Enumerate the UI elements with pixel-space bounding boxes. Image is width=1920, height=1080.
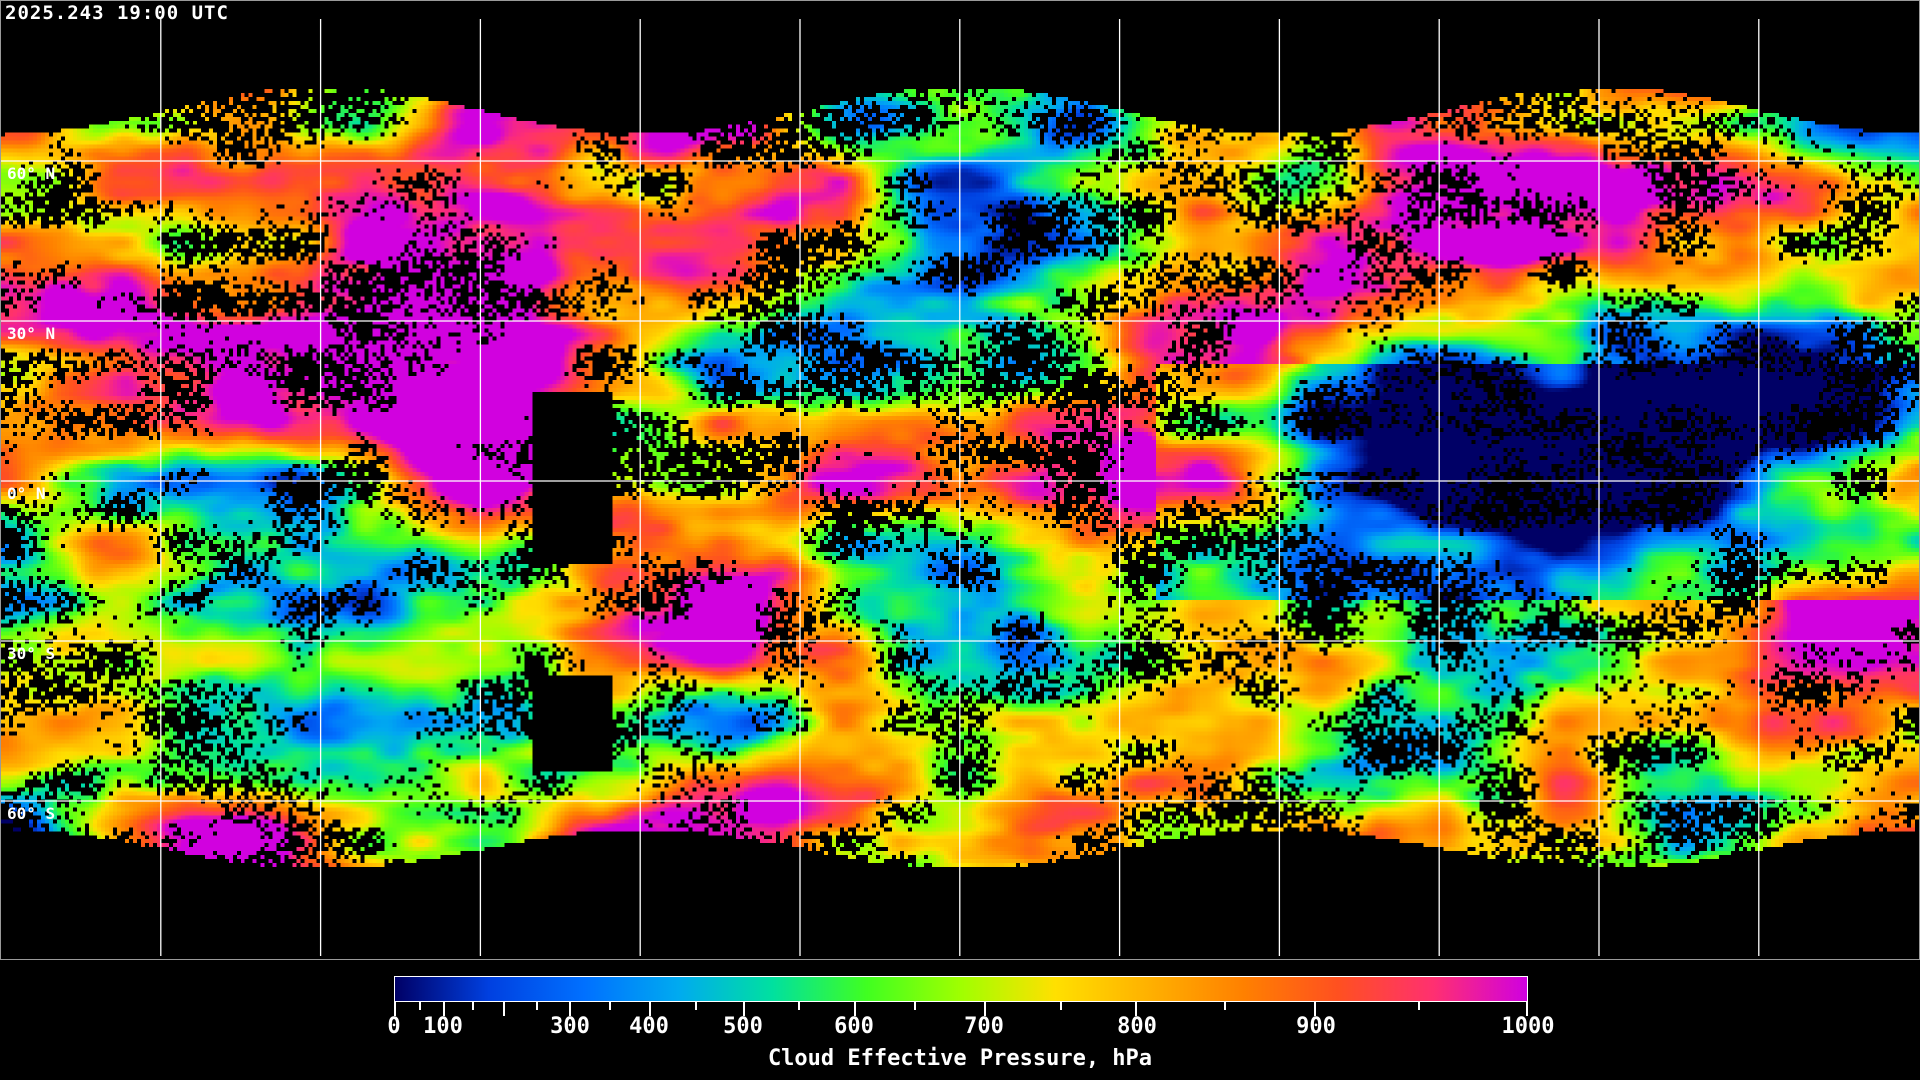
lat-lon-gridlines xyxy=(1,19,1919,956)
lat-label-60n: 60° N xyxy=(7,164,56,183)
colorbar-tick xyxy=(695,1002,698,1010)
colorbar-tick xyxy=(1314,1002,1317,1016)
colorbar-tick xyxy=(742,1002,745,1016)
colorbar-tick xyxy=(913,1002,916,1010)
lat-label-0n: 0° N xyxy=(7,484,46,503)
colorbar-tick xyxy=(609,1002,612,1010)
colorbar xyxy=(394,976,1528,1002)
colorbar-tick xyxy=(1223,1002,1226,1010)
tick-label: 0 xyxy=(387,1014,401,1039)
colorbar-tick xyxy=(1418,1002,1421,1010)
colorbar-tick xyxy=(1059,1002,1062,1010)
colorbar-tick xyxy=(983,1002,986,1016)
colorbar-tick xyxy=(442,1002,445,1016)
colorbar-ticks xyxy=(394,1002,1528,1016)
colorbar-tick xyxy=(418,1002,421,1010)
colorbar-title: Cloud Effective Pressure, hPa xyxy=(767,1046,1153,1071)
colorbar-tick xyxy=(648,1002,651,1016)
cloud-pressure-map: 2025.243 19:00 UTC 60° N 30° N 0° N 30° … xyxy=(0,0,1920,960)
colorbar-tick xyxy=(535,1002,538,1010)
timestamp: 2025.243 19:00 UTC xyxy=(5,2,229,24)
lat-label-30s: 30° S xyxy=(7,644,56,663)
tick-label: 900 xyxy=(1296,1014,1336,1039)
colorbar-tick xyxy=(1135,1002,1138,1016)
colorbar-tick xyxy=(1526,1002,1528,1016)
lat-label-60s: 60° S xyxy=(7,804,56,823)
tick-label: 500 xyxy=(723,1014,763,1039)
colorbar-tick xyxy=(853,1002,856,1016)
lat-label-30n: 30° N xyxy=(7,324,56,343)
tick-label: 100 xyxy=(423,1014,463,1039)
tick-label: 600 xyxy=(834,1014,874,1039)
tick-label: 400 xyxy=(629,1014,669,1039)
colorbar-tick xyxy=(472,1002,475,1010)
tick-label: 700 xyxy=(964,1014,1004,1039)
colorbar-tick xyxy=(798,1002,801,1010)
colorbar-tick xyxy=(569,1002,572,1016)
colorbar-tick xyxy=(502,1002,505,1016)
tick-label: 300 xyxy=(550,1014,590,1039)
colorbar-tick xyxy=(394,1002,396,1016)
tick-label: 1000 xyxy=(1501,1014,1555,1039)
tick-label: 800 xyxy=(1117,1014,1157,1039)
